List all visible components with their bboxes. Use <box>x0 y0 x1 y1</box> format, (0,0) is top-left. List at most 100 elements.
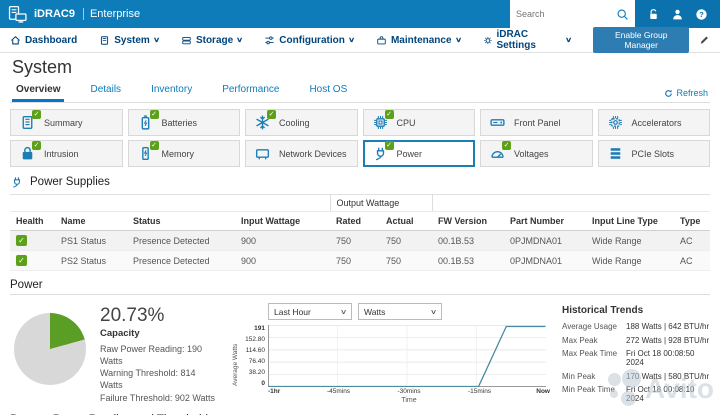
tile-summary[interactable]: Summary <box>10 109 123 136</box>
plug-icon <box>13 177 21 188</box>
table-row-ps2: PS2 Status Presence Detected 900 750 750… <box>10 250 710 271</box>
chevron-down-icon: ∨ <box>347 37 355 44</box>
ps-fw-version: 00.1B.53 <box>438 255 475 266</box>
health-ok-badge <box>502 141 511 150</box>
memory-icon <box>141 146 149 161</box>
trend-row-max-peak: Max Peak 272 Watts | 928 BTU/hr <box>562 335 710 345</box>
nav-label: Dashboard <box>25 34 78 46</box>
nav-item-idrac-settings[interactable]: iDRAC Settings ∨ <box>483 29 572 51</box>
edit-warning-threshold-link[interactable]: Edit Warning Threshold <box>616 414 710 415</box>
health-ok-badge <box>32 110 41 119</box>
ps-input-line-type: Wide Range <box>592 235 642 246</box>
health-ok-badge <box>384 110 394 119</box>
search-icon[interactable] <box>616 8 629 21</box>
enable-group-manager-button[interactable]: Enable Group Manager <box>593 27 690 53</box>
tab-inventory[interactable]: Inventory <box>151 84 193 95</box>
section-title: Power Supplies <box>30 176 110 188</box>
unit-select[interactable]: Watts ∨ <box>358 303 442 320</box>
gear-icon <box>483 36 492 44</box>
ps-type: AC <box>680 255 693 266</box>
chevron-down-icon: ∨ <box>429 308 438 316</box>
health-ok-badge <box>149 141 159 150</box>
chevron-down-icon: ∨ <box>152 37 160 44</box>
col-health: Health <box>10 211 55 231</box>
search-input[interactable] <box>516 9 616 19</box>
tile-network-devices[interactable]: Network Devices <box>245 140 358 167</box>
user-icon[interactable] <box>671 8 684 21</box>
health-ok-badge <box>384 141 394 150</box>
nav-item-storage[interactable]: Storage ∨ <box>181 35 243 46</box>
health-ok-badge <box>16 235 27 246</box>
power-supplies-table: Output Wattage Health Name Status Input … <box>10 194 710 271</box>
refresh-link[interactable]: Refresh <box>664 88 708 102</box>
table-header-row: Health Name Status Input Wattage Rated A… <box>10 211 710 231</box>
toolbox-icon <box>377 35 386 44</box>
col-actual: Actual <box>380 211 432 231</box>
tile-memory[interactable]: Memory <box>127 140 240 167</box>
nav-label: Maintenance <box>390 34 452 46</box>
ps-input-wattage: 900 <box>241 255 257 266</box>
tile-label: CPU <box>396 117 416 128</box>
tab-overview[interactable]: Overview <box>12 81 65 102</box>
tile-voltages[interactable]: Voltages <box>480 140 593 167</box>
health-ok-badge <box>32 141 41 150</box>
tile-front-panel[interactable]: Front Panel <box>480 109 593 136</box>
plug-icon <box>375 147 384 161</box>
tab-details[interactable]: Details <box>90 84 122 95</box>
power-supplies-header: Power Supplies <box>10 175 710 189</box>
tab-bar: Overview Details Inventory Performance H… <box>10 81 710 103</box>
home-icon <box>11 35 20 44</box>
power-section-header: Power <box>10 279 710 295</box>
tile-batteries[interactable]: Batteries <box>127 109 240 136</box>
help-icon[interactable]: ? <box>695 8 708 21</box>
health-ok-badge <box>267 110 276 119</box>
front-panel-icon <box>490 119 505 126</box>
x-axis-ticks: -1hr -45mins -30mins -15mins Now <box>268 388 550 395</box>
nav-label: System <box>114 34 150 46</box>
section-title: Present Power Reading and Thresholds <box>10 414 214 415</box>
col-name: Name <box>55 211 127 231</box>
nav-item-dashboard[interactable]: Dashboard ∨ <box>10 35 77 46</box>
time-range-value: Last Hour <box>274 306 311 317</box>
tile-accelerators[interactable]: Accelerators <box>597 109 710 136</box>
raw-power-reading: Raw Power Reading: 190 Watts <box>100 344 203 367</box>
col-fw-version: FW Version <box>432 211 504 231</box>
chevron-down-icon: ∨ <box>339 308 348 316</box>
top-bar: iDRAC9 Enterprise ? <box>0 0 720 28</box>
tile-pcie-slots[interactable]: PCIe Slots <box>597 140 710 167</box>
trend-row-min-peak: Min Peak 170 Watts | 580 BTU/hr <box>562 371 710 381</box>
col-type: Type <box>674 211 710 231</box>
nav-item-configuration[interactable]: Configuration ∨ <box>264 34 355 46</box>
tile-cooling[interactable]: Cooling <box>245 109 358 136</box>
tile-label: PCIe Slots <box>631 148 675 159</box>
nav-label: iDRAC Settings <box>496 29 536 51</box>
gauge-icon <box>491 151 504 158</box>
idrac-logo: iDRAC9 Enterprise <box>0 5 140 23</box>
main-nav: Dashboard ∨ System ∨ Storage ∨ Configura… <box>0 27 720 53</box>
trends-title: Historical Trends <box>562 305 644 316</box>
time-range-select[interactable]: Last Hour ∨ <box>268 303 352 320</box>
nav-item-system[interactable]: System ∨ <box>99 34 160 46</box>
tile-label: Power <box>396 148 423 159</box>
tile-power[interactable]: Power <box>362 140 475 167</box>
ps-name: PS1 Status <box>61 235 107 246</box>
present-thresholds-header: Present Power Reading and Thresholds Edi… <box>10 414 710 415</box>
unlock-icon[interactable] <box>647 8 660 21</box>
network-icon <box>255 149 270 160</box>
ps-actual: 750 <box>386 235 402 246</box>
col-input-wattage: Input Wattage <box>235 211 330 231</box>
search-box[interactable] <box>510 0 635 28</box>
tile-intrusion[interactable]: Intrusion <box>10 140 123 167</box>
y-axis-ticks: 191 152.80 114.60 76.40 38.20 0 <box>245 325 265 387</box>
pencil-icon[interactable] <box>699 34 710 46</box>
tab-performance[interactable]: Performance <box>222 84 280 95</box>
tile-cpu[interactable]: CPU <box>362 109 475 136</box>
unit-value: Watts <box>364 306 386 317</box>
nav-item-maintenance[interactable]: Maintenance ∨ <box>376 34 462 46</box>
y-axis-label: Average Watts <box>232 343 239 386</box>
tab-host-os[interactable]: Host OS <box>309 84 348 95</box>
nav-label: Configuration <box>279 34 345 46</box>
refresh-label: Refresh <box>676 88 708 98</box>
capacity-percent: 20.73% <box>100 305 165 326</box>
col-status: Status <box>127 211 235 231</box>
